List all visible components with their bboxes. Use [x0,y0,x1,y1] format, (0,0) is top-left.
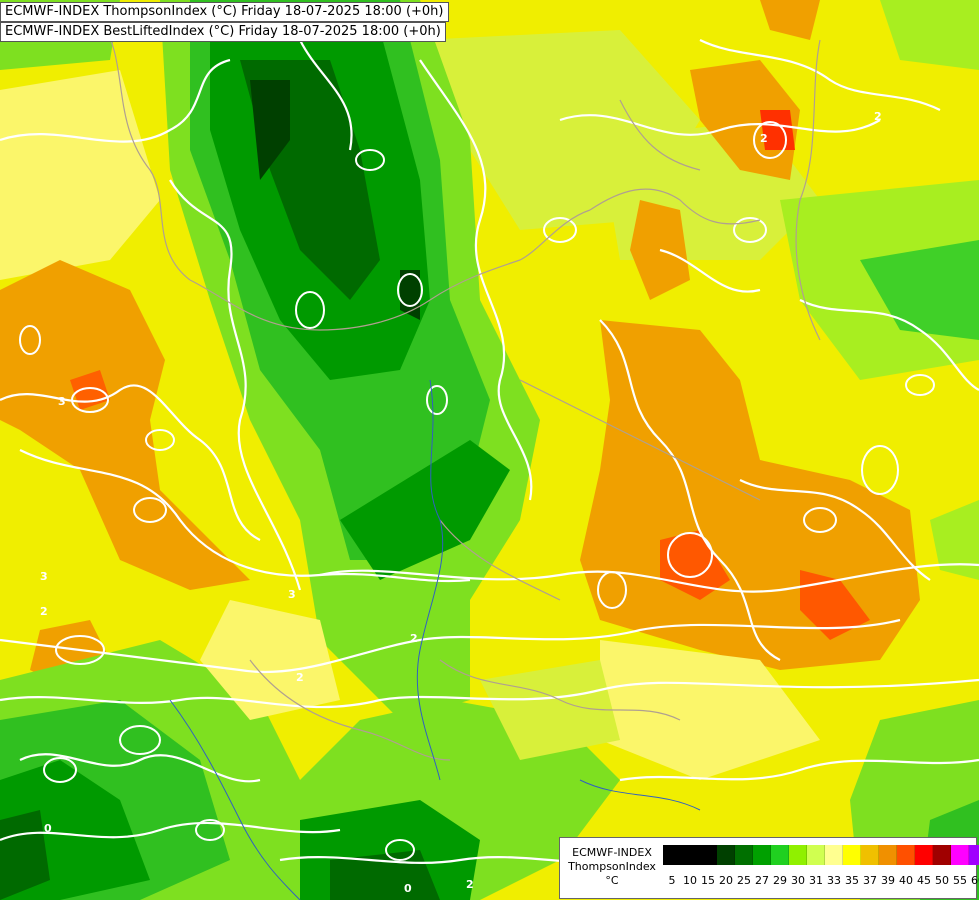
legend-tick-label: 5 [668,874,676,887]
legend-swatch [861,845,879,865]
legend-tick-label: 27 [755,874,769,887]
legend-swatch [897,845,915,865]
legend-tick-label: 50 [935,874,949,887]
contour-label: 3 [40,570,48,583]
contour-label: 3 [58,395,66,408]
legend-swatch [951,845,969,865]
legend-tick-label: 60 [971,874,979,887]
legend-swatch [771,845,789,865]
legend-tick-label: 25 [737,874,751,887]
legend-tick-label: 33 [827,874,841,887]
legend-swatch [969,845,979,865]
legend-swatch [879,845,897,865]
legend-ticks: 5 10 15 20 25 27 29 30 31 33 35 37 39 40 45 50 55 60 [663,874,979,887]
map-title-best-lifted-index: ECMWF-INDEX BestLiftedIndex (°C) Friday … [0,22,446,42]
legend-tick-label: 37 [863,874,877,887]
legend-tick-label: 10 [683,874,697,887]
legend-swatch [843,845,861,865]
contour-label: 2 [760,132,768,145]
contour-label: 2 [40,605,48,618]
legend-tick-label: 45 [917,874,931,887]
map-title-thompson-index: ECMWF-INDEX ThompsonIndex (°C) Friday 18… [0,2,449,22]
legend-tick-label: 15 [701,874,715,887]
legend-tick-label: 55 [953,874,967,887]
contour-label: 3 [288,588,296,601]
legend-swatch [735,845,753,865]
contour-label: 2 [410,632,418,645]
legend-swatch [915,845,933,865]
legend-swatch [933,845,951,865]
legend-swatch [717,845,735,865]
legend-tick-label: 30 [791,874,805,887]
legend-swatch [699,845,717,865]
legend-tick-label: 40 [899,874,913,887]
legend-tick-label: 31 [809,874,823,887]
legend-swatch [825,845,843,865]
legend-swatch [681,845,699,865]
contour-label: 2 [874,110,882,123]
legend-swatch [663,845,681,865]
legend-field: ThompsonIndex [568,860,656,873]
legend-tick-label: 39 [881,874,895,887]
legend-model: ECMWF-INDEX [572,846,652,859]
legend-tick-label: 29 [773,874,787,887]
contour-label: 0 [44,822,52,835]
legend-swatch [789,845,807,865]
legend-swatch [753,845,771,865]
legend-tick-label: 35 [845,874,859,887]
legend-header: ECMWF-INDEX ThompsonIndex °C [566,846,658,888]
legend-unit: °C [605,874,619,887]
color-legend: ECMWF-INDEX ThompsonIndex °C 5 10 15 20 25 27… [559,837,979,899]
contour-label: 2 [296,671,304,684]
legend-swatches [663,845,979,865]
contour-label: 0 [404,882,412,895]
contour-label: 2 [466,878,474,891]
legend-swatch [807,845,825,865]
legend-tick-label: 20 [719,874,733,887]
